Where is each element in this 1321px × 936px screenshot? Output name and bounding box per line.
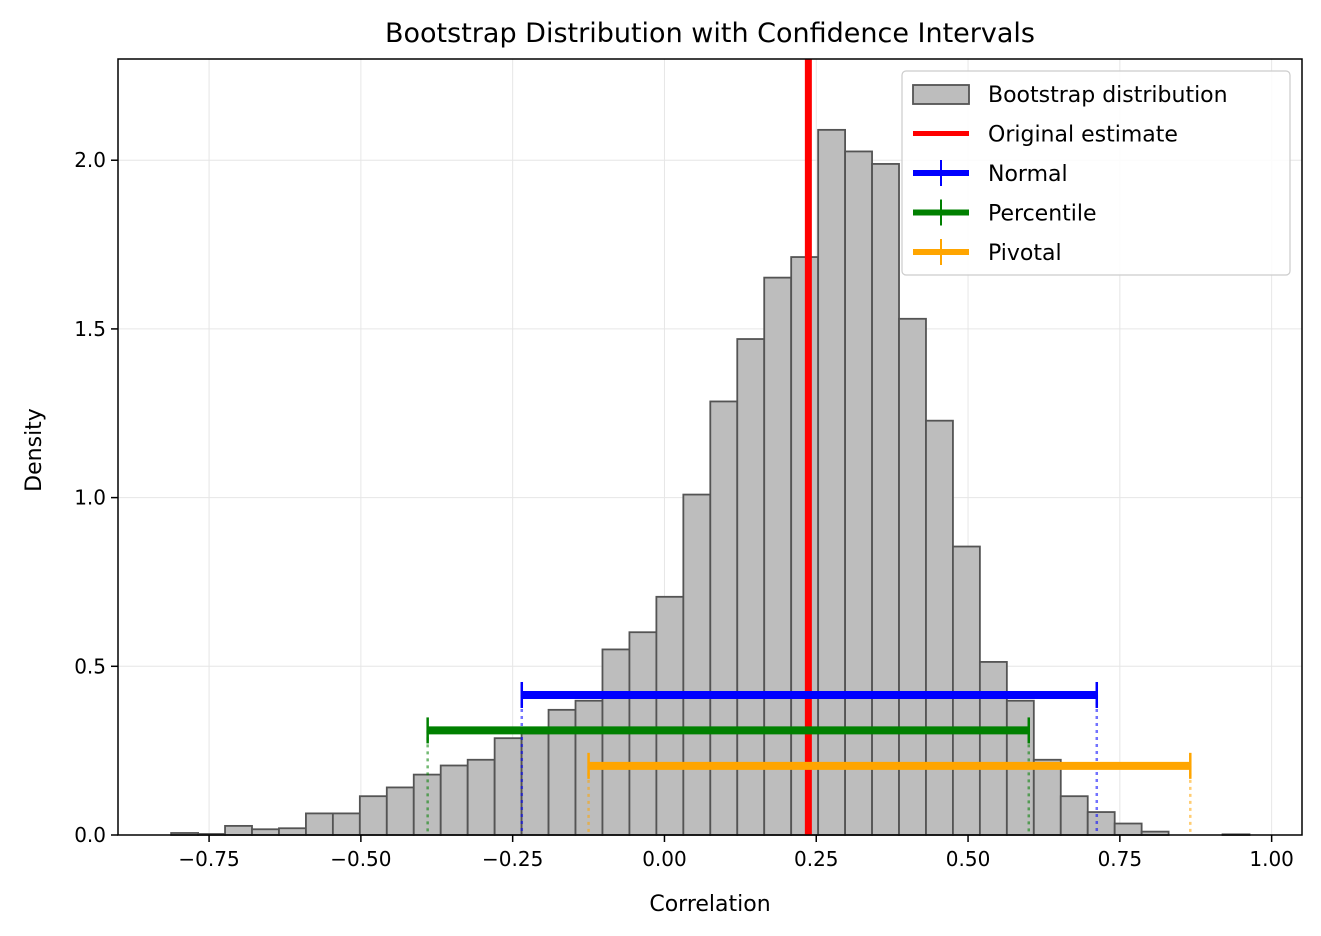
- histogram-bar-33: [1059, 795, 1089, 836]
- histogram-bar-35: [1113, 822, 1143, 836]
- histogram-bar-13: [520, 732, 550, 836]
- histogram-bar-4: [278, 827, 307, 836]
- histogram-bar-28: [925, 419, 954, 836]
- y-tick-label-3: 1.5: [74, 317, 106, 341]
- histogram-bar-3: [251, 828, 280, 836]
- legend-label-interval-0: Normal: [988, 162, 1068, 187]
- chart-title: Bootstrap Distribution with Confidence I…: [385, 18, 1035, 49]
- histogram-bar-30: [978, 661, 1008, 836]
- confidence-intervals: [426, 681, 1192, 779]
- x-axis-ticks: −0.75 −0.50 −0.25 0.00 0.25 0.50 0.75 1.00: [178, 835, 1294, 871]
- x-axis-label: Correlation: [649, 892, 770, 917]
- y-tick-label-0: 0.0: [74, 823, 106, 847]
- histogram-bar-22: [763, 276, 793, 836]
- histogram-bar-8: [385, 786, 415, 836]
- plot-frame: [117, 58, 1303, 836]
- x-tick-label-4: 0.25: [794, 847, 839, 871]
- x-tick-label-0: −0.75: [178, 847, 239, 871]
- histogram-bar-27: [898, 317, 927, 836]
- histogram-bar-12: [493, 737, 523, 836]
- y-tick-label-4: 2.0: [74, 148, 106, 172]
- legend-swatch-histogram: [912, 84, 970, 105]
- x-tick-label-1: −0.50: [330, 847, 391, 871]
- histogram-bar-34: [1086, 811, 1116, 836]
- legend-label-histogram: Bootstrap distribution: [988, 83, 1228, 108]
- legend-label-interval-2: Pivotal: [988, 241, 1062, 266]
- legend-box: [901, 70, 1291, 276]
- histogram-bar-6: [331, 812, 361, 836]
- histogram-bar-9: [412, 773, 442, 836]
- x-tick-label-5: 0.50: [946, 847, 991, 871]
- legend: Bootstrap distribution Original estimate N…: [901, 70, 1291, 276]
- histogram-bar-23: [790, 256, 820, 836]
- histogram-bar-11: [466, 758, 496, 836]
- histogram-bar-16: [601, 648, 631, 836]
- x-tick-label-7: 1.00: [1249, 847, 1294, 871]
- histogram-bar-19: [682, 493, 712, 836]
- histogram-bar-2: [224, 824, 253, 836]
- y-axis-label: Density: [22, 408, 47, 492]
- y-tick-label-2: 1.0: [74, 486, 106, 510]
- legend-label-original-estimate: Original estimate: [988, 123, 1178, 148]
- y-tick-label-1: 0.5: [74, 654, 106, 678]
- x-tick-label-6: 0.75: [1098, 847, 1143, 871]
- histogram-bar-5: [305, 812, 334, 836]
- histogram-bar-7: [358, 795, 388, 836]
- histogram-bar-32: [1032, 758, 1062, 836]
- histogram-bar-20: [709, 400, 739, 836]
- legend-label-interval-1: Percentile: [988, 202, 1097, 227]
- histogram-bar-10: [439, 764, 469, 836]
- histogram-bar-26: [871, 163, 900, 836]
- histogram-bar-21: [736, 338, 766, 836]
- x-tick-label-2: −0.25: [482, 847, 543, 871]
- histogram-bar-18: [655, 595, 685, 836]
- histogram-bar-29: [952, 545, 981, 836]
- y-axis-ticks: 0.0 0.5 1.0 1.5 2.0: [74, 148, 118, 847]
- x-tick-label-3: 0.00: [642, 847, 687, 871]
